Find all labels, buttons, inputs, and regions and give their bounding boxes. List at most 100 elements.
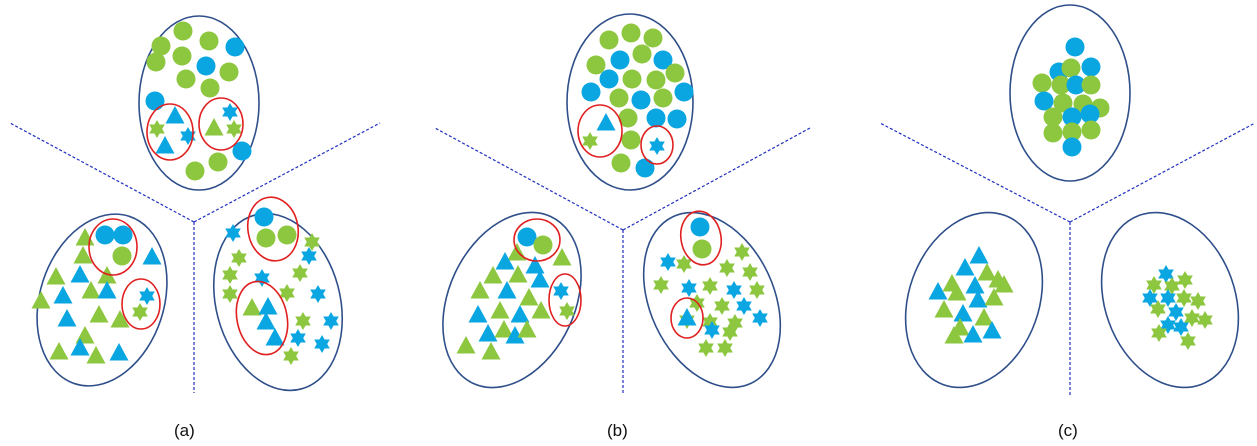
- green-circle: [622, 69, 642, 89]
- star-part: [283, 351, 299, 365]
- green-triangle: [944, 326, 964, 344]
- blue-star: [290, 329, 306, 347]
- cluster-ellipse: [642, 211, 782, 389]
- blue-star: [726, 281, 742, 299]
- green-circle: [1053, 93, 1073, 113]
- cluster-ellipse: [566, 13, 694, 191]
- green-triangle: [242, 298, 262, 316]
- star-part: [1160, 293, 1176, 307]
- star-part: [689, 298, 705, 312]
- blue-star: [649, 137, 665, 155]
- blue-circle: [1034, 91, 1054, 111]
- blue-triangle: [955, 258, 975, 276]
- star-part: [1176, 293, 1192, 307]
- green-star: [749, 281, 765, 299]
- star-part: [1180, 336, 1196, 350]
- star-part: [301, 251, 317, 265]
- blue-circle: [196, 56, 216, 76]
- green-star: [292, 264, 308, 282]
- green-circle: [643, 28, 663, 48]
- star-part: [254, 273, 270, 287]
- green-star: [734, 243, 750, 261]
- green-star: [1176, 289, 1192, 307]
- blue-circle: [631, 90, 651, 110]
- blue-circle: [581, 82, 601, 102]
- blue-triangle: [265, 328, 285, 346]
- blue-triangle: [155, 136, 175, 154]
- green-circle: [586, 55, 606, 75]
- blue-star: [310, 285, 326, 303]
- green-triangle: [531, 301, 551, 319]
- green-circle: [1081, 75, 1101, 95]
- green-star: [702, 277, 718, 295]
- blue-circle: [1062, 137, 1082, 157]
- star-part: [1168, 307, 1184, 321]
- star-part: [704, 325, 720, 339]
- cluster-ellipse: [1100, 211, 1240, 389]
- green-star: [132, 303, 148, 321]
- blue-circle: [1081, 57, 1101, 77]
- star-part: [231, 253, 247, 267]
- star-part: [714, 301, 730, 315]
- green-triangle: [934, 300, 954, 318]
- blue-triangle: [525, 256, 545, 274]
- star-part: [1151, 328, 1167, 342]
- star-part: [295, 316, 311, 330]
- star-part: [649, 141, 665, 155]
- highlight-ring: [513, 218, 561, 262]
- green-circle: [277, 225, 297, 245]
- green-circle: [256, 228, 276, 248]
- green-triangle: [81, 281, 101, 299]
- green-triangle: [517, 320, 537, 338]
- highlight-ring: [577, 104, 623, 158]
- cluster-ellipse: [138, 15, 260, 191]
- highlight-ring: [121, 278, 161, 330]
- green-triangle: [552, 248, 572, 266]
- star-part: [304, 237, 320, 251]
- blue-star: [1173, 318, 1189, 336]
- green-circle: [621, 23, 641, 43]
- blue-triangle: [968, 290, 988, 308]
- blue-circle: [225, 37, 245, 57]
- blue-triangle: [57, 309, 77, 327]
- star-part: [676, 259, 692, 273]
- green-star: [295, 312, 311, 330]
- star-part: [290, 333, 306, 347]
- green-star: [1164, 277, 1180, 295]
- green-star: [1146, 276, 1162, 294]
- green-triangle: [470, 281, 490, 299]
- green-triangle: [89, 305, 109, 323]
- blue-star: [704, 321, 720, 339]
- green-circle: [219, 62, 239, 82]
- green-star: [1180, 332, 1196, 350]
- star-part: [553, 286, 569, 300]
- green-triangle: [994, 275, 1014, 293]
- green-circle: [632, 44, 652, 64]
- green-circle: [151, 36, 171, 56]
- green-triangle: [86, 346, 106, 364]
- green-circle: [618, 108, 638, 128]
- green-star: [304, 233, 320, 251]
- green-star: [714, 297, 730, 315]
- star-part: [559, 306, 575, 320]
- cluster-ellipse: [36, 213, 168, 387]
- green-star: [279, 284, 295, 302]
- green-circle: [173, 21, 193, 41]
- blue-triangle: [258, 297, 278, 315]
- green-circle: [609, 88, 629, 108]
- blue-star: [254, 269, 270, 287]
- green-circle: [199, 31, 219, 51]
- blue-triangle: [256, 312, 276, 330]
- highlight-ring: [88, 218, 138, 276]
- star-part: [717, 343, 733, 357]
- blue-triangle: [109, 343, 129, 361]
- star-part: [1190, 296, 1206, 310]
- star-part: [660, 257, 676, 271]
- blue-triangle: [70, 265, 90, 283]
- blue-circle: [1065, 37, 1085, 57]
- divider-line: [434, 127, 624, 231]
- caption-a: (a): [174, 421, 195, 440]
- blue-star: [314, 335, 330, 353]
- star-part: [222, 107, 238, 121]
- blue-circle: [95, 225, 115, 245]
